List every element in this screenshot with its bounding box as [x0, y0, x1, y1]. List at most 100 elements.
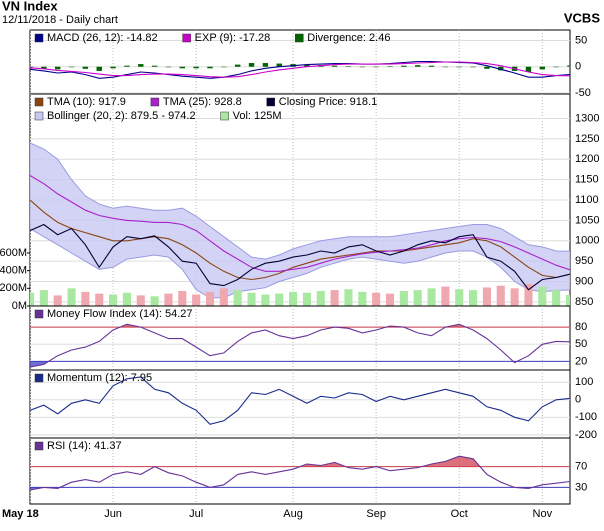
legend-label: Vol: 125M: [233, 110, 282, 122]
y-tick-label: 30: [575, 481, 587, 493]
volume-bar: [192, 294, 201, 306]
bollinger-upper: [30, 142, 570, 260]
y-tick-label: 80: [575, 321, 587, 333]
divergence-bar: [262, 63, 269, 67]
panel: [29, 369, 571, 439]
legend-label: RSI (14): 41.37: [47, 440, 122, 452]
divergence-bar: [124, 65, 130, 67]
volume-bar: [95, 293, 104, 306]
volume-bar: [565, 294, 570, 306]
legend-swatch: [34, 97, 44, 107]
volume-bar: [372, 292, 381, 306]
divergence-bar: [304, 64, 310, 67]
y-tick-label: -50: [575, 87, 591, 99]
legend-swatch: [295, 33, 304, 43]
series-line: [30, 323, 570, 368]
volume-bar: [316, 290, 325, 306]
volume-bar: [30, 292, 35, 306]
divergence-bar: [387, 66, 393, 67]
volume-bar: [455, 289, 464, 306]
volume-bar: [427, 288, 436, 306]
y-tick-label: 950: [575, 255, 593, 267]
divergence-bar: [68, 66, 75, 68]
legend-label: TMA (25): 928.8: [163, 96, 242, 108]
y-tick-label: 1300: [575, 112, 599, 124]
volume-bar: [150, 296, 159, 306]
y-tick-label: 1000: [575, 235, 599, 247]
volume-bar: [399, 290, 408, 306]
divergence-bar: [207, 66, 213, 69]
volume-bar: [441, 286, 450, 306]
series-line: [30, 223, 570, 291]
x-tick-label: Jul: [189, 508, 203, 520]
legend-label: Bollinger (20, 2): 879.5 - 974.2: [47, 110, 196, 122]
divergence-bar: [553, 66, 559, 68]
divergence-bar: [165, 66, 172, 68]
legend-label: Money Flow Index (14): 54.27: [47, 308, 193, 320]
y-tick-label: 1100: [575, 194, 599, 206]
plot: [30, 438, 570, 504]
legend-swatch: [266, 97, 275, 107]
divergence-bar: [345, 66, 352, 67]
y-tick-label: 0: [575, 61, 581, 73]
series-line: [30, 199, 570, 281]
divergence-bar: [401, 65, 407, 67]
legend-swatch: [34, 373, 44, 383]
divergence-bar: [359, 66, 366, 68]
y-tick-label: 900: [575, 275, 593, 287]
volume-bar: [289, 291, 298, 306]
divergence-bar: [179, 66, 186, 69]
divergence-bar: [498, 66, 504, 71]
volume-bar: [385, 293, 395, 306]
divergence-bar: [151, 65, 158, 67]
volume-bar: [109, 294, 118, 306]
panel: [29, 305, 571, 371]
y-tick-label: 100: [575, 376, 593, 388]
divergence-bar: [54, 66, 61, 70]
x-tick-label: Nov: [533, 508, 553, 520]
series-line: [30, 455, 570, 491]
volume-bar: [205, 291, 215, 306]
divergence-bar: [193, 66, 199, 69]
divergence-bar: [234, 64, 241, 67]
y-tick-label: 50: [575, 338, 587, 350]
divergence-bar: [138, 64, 144, 67]
series-line: [30, 175, 570, 272]
y-tick-label: 20: [575, 355, 587, 367]
divergence-bar: [331, 65, 338, 67]
divergence-bar: [276, 63, 282, 67]
threshold-fill: [300, 456, 480, 467]
volume-bar: [247, 292, 256, 306]
series-line: [30, 61, 570, 78]
divergence-bar: [484, 66, 490, 69]
x-tick-label: Oct: [451, 508, 468, 520]
y2-tick-label: 200M: [0, 282, 27, 294]
volume-bar: [552, 290, 561, 306]
y-tick-label: 850: [575, 296, 593, 308]
y-tick-label: -200: [575, 429, 597, 441]
divergence-bar: [525, 66, 532, 72]
divergence-bar: [456, 66, 462, 68]
volume-bar: [136, 295, 145, 306]
plot: [30, 370, 570, 438]
source: VCBS: [564, 10, 600, 25]
volume-bar: [275, 293, 284, 306]
legend-label: Divergence: 2.46: [307, 32, 390, 44]
legend-swatch: [34, 111, 44, 121]
legend-swatch: [150, 97, 160, 107]
divergence-bar: [110, 66, 116, 69]
x-tick-label: Sep: [366, 508, 386, 520]
divergence-bar: [428, 65, 435, 67]
volume-bar: [81, 291, 90, 306]
divergence-bar: [41, 66, 47, 69]
chart-title: VN Index: [2, 0, 58, 13]
y-tick-label: -100: [575, 411, 597, 423]
legend-swatch: [220, 111, 229, 121]
volume-bar: [39, 290, 48, 306]
volume-bar: [510, 288, 519, 306]
volume-bar: [344, 289, 353, 306]
legend-swatch: [34, 33, 44, 43]
legend-label: TMA (10): 917.9: [47, 96, 126, 108]
volume-bar: [302, 292, 311, 306]
